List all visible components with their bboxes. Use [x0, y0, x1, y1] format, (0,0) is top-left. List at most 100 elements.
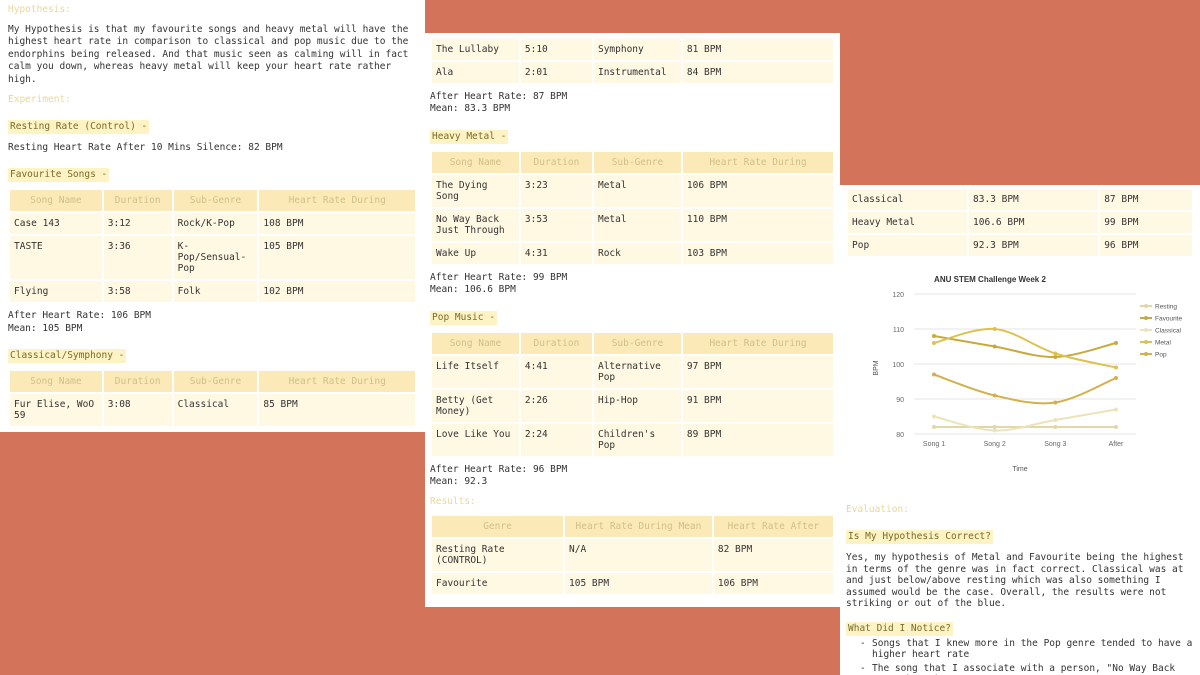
table-row: Love Like You 2:24 Children's Pop 89 BPM [432, 423, 833, 456]
chart-title: ANU STEM Challenge Week 2 [934, 275, 1046, 284]
classical-after: After Heart Rate: 87 BPM [430, 91, 568, 102]
data-point [932, 372, 936, 377]
cell: 106 BPM [713, 573, 833, 595]
doc-page-middle: The Lullaby 5:10 Symphony 81 BPM Ala 2:0… [425, 33, 840, 607]
cell: Hip-Hop [593, 389, 681, 422]
results-table-continued: Classical 83.3 BPM 87 BPM Heavy Metal 10… [846, 187, 1194, 258]
table-row: Betty (Get Money) 2:26 Hip-Hop 91 BPM [432, 389, 833, 422]
data-point [1053, 355, 1058, 359]
classical-table-continued: The Lullaby 5:10 Symphony 81 BPM Ala 2:0… [430, 37, 835, 85]
data-point [1053, 400, 1058, 405]
col-heart-rate: Heart Rate During [259, 371, 415, 393]
classical-heading: Classical/Symphony - [8, 349, 127, 364]
cell: Rock [593, 242, 681, 264]
cell: 4:41 [520, 355, 592, 388]
data-point [1053, 425, 1058, 429]
cell: 99 BPM [1100, 212, 1192, 233]
chart-legend: Resting Favourite Classical Metal Pop [1140, 304, 1182, 359]
legend-label: Classical [1155, 328, 1182, 335]
heart-rate-line-chart: ANU STEM Challenge Week 2 8090100110120 … [873, 275, 1182, 473]
table-row: Favourite 105 BPM 106 BPM [432, 573, 833, 595]
col-song-name: Song Name [432, 151, 519, 173]
hypothesis-heading: Hypothesis: [8, 4, 71, 15]
cell: 110 BPM [682, 208, 833, 241]
classical-mean: Mean: 83.3 BPM [430, 103, 511, 115]
cell: Love Like You [432, 423, 519, 456]
series-line-pop [933, 373, 1117, 405]
data-point [992, 428, 997, 433]
table-row: Pop 92.3 BPM 96 BPM [848, 235, 1192, 256]
cell: 106.6 BPM [969, 212, 1099, 233]
data-point [1114, 365, 1118, 370]
col-duration: Duration [520, 151, 592, 173]
y-tick-label: 100 [892, 362, 904, 369]
legend-marker [1144, 304, 1148, 308]
data-point [932, 425, 936, 429]
notice-list: Songs that I knew more in the Pop genre … [846, 638, 1194, 675]
cell: Rock/K-Pop [173, 213, 258, 235]
cell: 3:53 [520, 208, 592, 241]
col-heart-rate: Heart Rate During [682, 332, 833, 354]
data-point [1053, 351, 1058, 356]
col-song-name: Song Name [10, 190, 102, 212]
cell: No Way Back Just Through [432, 208, 519, 241]
cell: 2:24 [520, 423, 592, 456]
cell: Folk [173, 281, 258, 303]
legend-marker [1144, 328, 1148, 332]
list-item: The song that I associate with a person,… [860, 663, 1194, 675]
results-heading: Results: [430, 496, 476, 508]
cell: Favourite [432, 573, 563, 595]
favourite-table: Song Name Duration Sub-Genre Heart Rate … [8, 188, 417, 304]
cell: 103 BPM [682, 242, 833, 264]
cell: Metal [593, 174, 681, 207]
legend-marker [1144, 340, 1148, 344]
chart-y-label: BPM [873, 360, 880, 375]
cell: Symphony [593, 39, 681, 60]
metal-after: After Heart Rate: 99 BPM [430, 271, 568, 283]
data-point [1053, 418, 1058, 422]
table-row: The Dying Song 3:23 Metal 106 BPM [432, 174, 833, 207]
table-row: Heavy Metal 106.6 BPM 99 BPM [848, 212, 1192, 233]
legend-label: Favourite [1155, 316, 1182, 323]
y-tick-label: 120 [892, 292, 904, 299]
cell: Children's Pop [593, 423, 681, 456]
table-row: The Lullaby 5:10 Symphony 81 BPM [432, 39, 833, 60]
table-row: Flying 3:58 Folk 102 BPM [10, 281, 415, 303]
chart-x-label: Time [1012, 466, 1027, 473]
data-point [1114, 376, 1118, 380]
y-tick-label: 110 [893, 327, 904, 334]
cell: 89 BPM [682, 423, 833, 456]
cell: 2:26 [520, 389, 592, 422]
favourite-heading: Favourite Songs - [8, 168, 110, 183]
cell: Betty (Get Money) [432, 389, 519, 422]
series-line-classical [933, 408, 1117, 432]
col-sub-genre: Sub-Genre [593, 151, 681, 173]
cell: Classical [173, 394, 258, 427]
cell: Ala [432, 62, 519, 83]
cell: Alternative Pop [593, 355, 681, 388]
data-point [1114, 341, 1118, 345]
cell: 105 BPM [259, 236, 415, 280]
pop-mean: Mean: 92.3 [430, 476, 488, 488]
x-tick-label: Song 1 [923, 441, 945, 448]
data-point [1114, 407, 1118, 412]
cell: 82 BPM [713, 539, 833, 572]
table-row: Wake Up 4:31 Rock 103 BPM [432, 242, 833, 264]
cell: 96 BPM [1100, 235, 1192, 256]
pop-table: Song Name Duration Sub-Genre Heart Rate … [430, 331, 835, 458]
col-sub-genre: Sub-Genre [173, 190, 258, 212]
cell: N/A [565, 539, 712, 572]
legend-label: Metal [1155, 340, 1171, 347]
table-row: Life Itself 4:41 Alternative Pop 97 BPM [432, 355, 833, 388]
col-song-name: Song Name [432, 332, 519, 354]
cell: Classical [848, 189, 967, 210]
col-heart-rate: Heart Rate During [682, 151, 833, 173]
cell: TASTE [10, 236, 102, 280]
table-row: Case 143 3:12 Rock/K-Pop 108 BPM [10, 213, 415, 235]
x-tick-label: After [1109, 441, 1124, 448]
table-row: Ala 2:01 Instrumental 84 BPM [432, 62, 833, 83]
table-row: Resting Rate (CONTROL) N/A 82 BPM [432, 539, 833, 572]
series-line-favourite [933, 335, 1117, 359]
cell: Pop [848, 235, 967, 256]
col-during-mean: Heart Rate During Mean [565, 516, 712, 538]
